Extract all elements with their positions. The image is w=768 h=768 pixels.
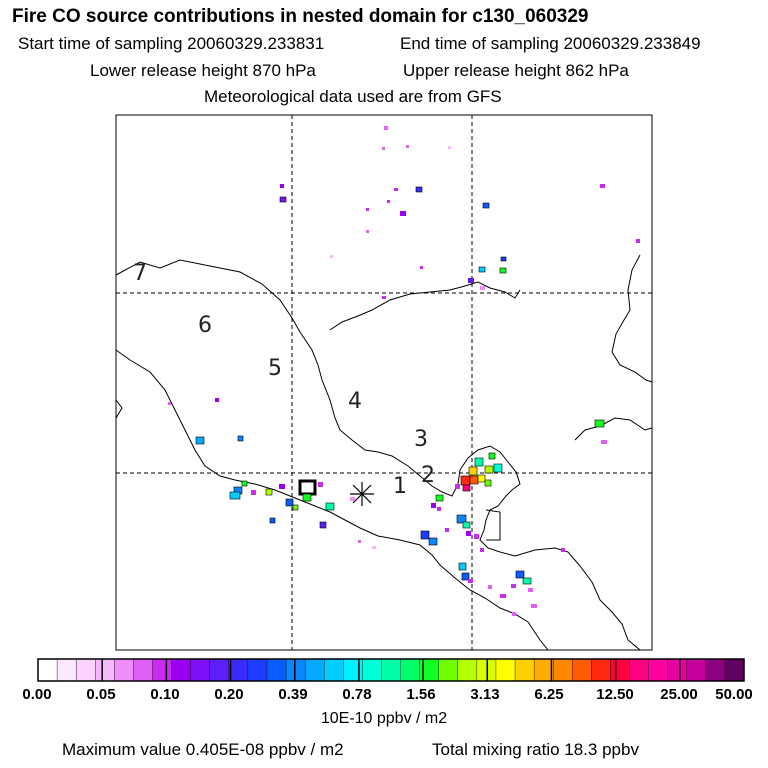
colorbar-cell [400, 658, 421, 682]
colorbar-cell [514, 658, 535, 682]
colorbar-cell [209, 658, 230, 682]
coastlines [115, 254, 653, 651]
region-label-3: 3 [414, 427, 428, 452]
colorbar-cell [648, 658, 669, 682]
colorbar-cell [572, 658, 592, 682]
region-label-1: 1 [393, 474, 407, 499]
fire-contribution-pixels [168, 126, 640, 616]
colorbar-cell [324, 658, 344, 682]
colorbar-cell [152, 658, 173, 682]
colorbar-cell [705, 658, 726, 682]
map-frame [115, 114, 653, 651]
colorbar-tick-label: 0.20 [214, 686, 244, 703]
colorbar-cell [686, 658, 707, 682]
start-time: Start time of sampling 20060329.233831 [18, 34, 325, 53]
region-label-4: 4 [348, 389, 362, 414]
maximum-value: Maximum value 0.405E-08 ppbv / m2 [62, 740, 344, 759]
grid-lines [116, 115, 652, 650]
colorbar-cell [228, 658, 249, 682]
colorbar-cell [304, 658, 325, 682]
colorbar-cell [133, 658, 153, 682]
colorbar-tick-label: 0.39 [278, 686, 308, 703]
colorbar-cell [56, 658, 77, 682]
colorbar-cell [629, 658, 650, 682]
colorbar-tick-label: 0.10 [150, 686, 180, 703]
colorbar-outline [37, 658, 745, 682]
colorbar-units: 10E-10 ppbv / m2 [320, 710, 448, 727]
colorbar-major-ticks [101, 659, 681, 681]
colorbar-tick-label: 3.13 [470, 686, 500, 703]
colorbar-cell [667, 658, 688, 682]
colorbar-tick-label: 50.00 [715, 686, 753, 703]
colorbar-tick-label: 6.25 [534, 686, 564, 703]
colorbar-cell [247, 658, 268, 682]
region-label-5: 5 [268, 356, 282, 381]
colorbar-cell [171, 658, 192, 682]
colorbar-tick-label: 12.50 [596, 686, 634, 703]
colorbar-tick-label: 0.78 [342, 686, 372, 703]
colorbar-cell [724, 658, 745, 682]
colorbar-cell [438, 658, 459, 682]
colorbar-cell [533, 658, 554, 682]
colorbar-cell [495, 658, 516, 682]
region-label-7: 7 [133, 261, 147, 286]
colorbar-tick-label: 0.05 [86, 686, 116, 703]
region-label-6: 6 [198, 313, 212, 338]
colorbar-cell [190, 658, 211, 682]
end-time: End time of sampling 20060329.233849 [400, 34, 701, 53]
colorbar-cell [591, 658, 611, 682]
total-mixing-ratio: Total mixing ratio 18.3 ppbv [432, 740, 639, 759]
colorbar-cell [362, 658, 382, 682]
colorbar-cell [381, 658, 402, 682]
lower-release-height: Lower release height 870 hPa [90, 61, 316, 80]
colorbar-cell [37, 658, 58, 682]
colorbar-cell [343, 658, 363, 682]
region-label-2: 2 [421, 463, 435, 488]
colorbar-cell [285, 658, 306, 682]
region-labels: 7 6 5 4 3 2 1 [133, 261, 435, 499]
colorbar-tick-label: 25.00 [660, 686, 698, 703]
meteorological-source: Meteorological data used are from GFS [204, 87, 502, 106]
colorbar-cell [610, 658, 631, 682]
colorbar-cell [552, 658, 573, 682]
colorbar-tick-label: 0.00 [22, 686, 52, 703]
plot-title: Fire CO source contributions in nested d… [12, 6, 589, 27]
colorbar-cell [266, 658, 287, 682]
colorbar [37, 658, 745, 682]
colorbar-cell [95, 658, 115, 682]
receptor-star-marker [350, 482, 374, 506]
colorbar-cell [114, 658, 134, 682]
upper-release-height: Upper release height 862 hPa [403, 61, 629, 80]
colorbar-cell [75, 658, 96, 682]
colorbar-cell [457, 658, 478, 682]
colorbar-tick-label: 1.56 [406, 686, 436, 703]
